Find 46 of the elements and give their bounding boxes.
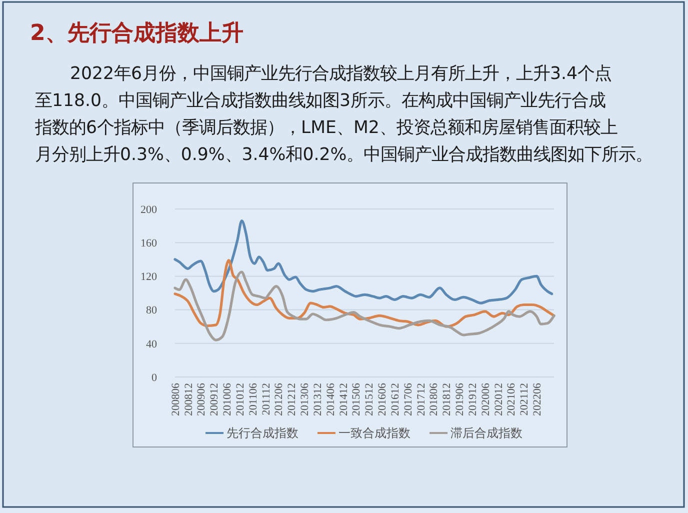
- x-tick-label: 201806: [428, 382, 440, 416]
- x-tick-label: 201512: [364, 383, 376, 416]
- x-tick-label: 201312: [312, 383, 324, 416]
- x-tick-label: 201612: [389, 383, 402, 416]
- x-tick-label: 202206: [532, 382, 544, 416]
- text: 至118.0。中国铜产业合成指数曲线如图3所示。在构成中国铜产业先行合成: [35, 91, 606, 111]
- x-tick-label: 202106: [506, 382, 518, 416]
- x-tick-label: 201912: [466, 383, 479, 416]
- x-tick-label: 201012: [234, 383, 246, 416]
- y-tick-label: 40: [146, 338, 158, 350]
- text: 2022年6月份，中国铜产业先行合成指数较上月有所上升，上升3.4个点: [70, 64, 612, 84]
- x-tick-label: 202112: [518, 383, 531, 416]
- legend-label: 一致合成指数: [338, 426, 410, 440]
- x-tick-label: 200806: [170, 382, 182, 416]
- text: 月分别上升0.3%、0.9%、3.4%和0.2%。中国铜产业合成指数曲线图如下所示。: [35, 145, 653, 165]
- x-tick-label: 202006: [480, 382, 492, 416]
- x-tick-label: 202012: [492, 383, 505, 416]
- x-tick-label: 201406: [324, 382, 337, 416]
- x-tick-label: 201006: [221, 382, 234, 416]
- x-tick-label: 201106: [247, 382, 260, 416]
- x-tick-label: 201206: [273, 382, 286, 416]
- x-tick-label: 200906: [196, 382, 208, 416]
- x-tick-label: 201906: [454, 382, 466, 416]
- y-tick-label: 0: [152, 372, 158, 384]
- x-tick-label: 201606: [376, 382, 389, 416]
- x-tick-label: 201306: [299, 382, 312, 416]
- line-series: [174, 258, 556, 328]
- x-tick-label: 201412: [338, 383, 350, 416]
- text: 指数的6个指标中（季调后数据），LME、M2、投资总额和房屋销售面积较上: [34, 118, 618, 138]
- chart-title: 2、先行合成指数上升: [30, 21, 244, 46]
- x-tick-label: 201112: [260, 383, 272, 416]
- x-tick-label: 201712: [415, 383, 428, 416]
- legend-label: 滞后合成指数: [450, 426, 522, 440]
- y-tick-label: 120: [140, 271, 158, 284]
- x-tick-label: 201506: [350, 382, 363, 416]
- legend-label: 先行合成指数: [226, 426, 298, 440]
- x-tick-label: 201706: [402, 382, 414, 416]
- x-tick-label: 201812: [441, 383, 454, 416]
- line-series: [174, 219, 554, 304]
- y-tick-label: 200: [140, 204, 158, 216]
- y-tick-label: 160: [140, 237, 158, 250]
- x-tick-label: 200812: [182, 383, 195, 416]
- line-series: [174, 270, 556, 342]
- x-tick-label: 200912: [208, 383, 221, 416]
- y-tick-label: 80: [146, 304, 158, 317]
- x-tick-label: 201212: [286, 383, 298, 416]
